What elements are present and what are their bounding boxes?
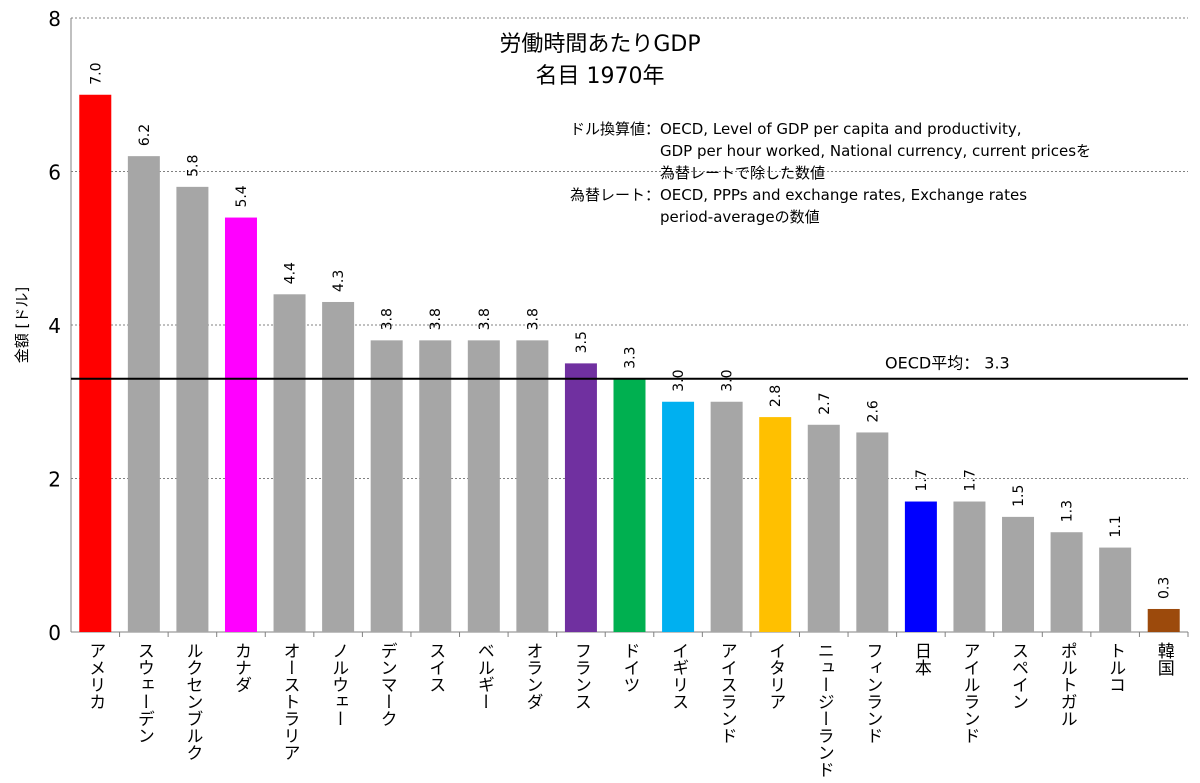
data-label: 3.8 [428,308,444,330]
x-tick-label: ルクセンブルク [182,642,202,761]
x-tick-label: フランス [571,642,591,710]
x-tick-label: イギリス [668,642,688,710]
x-tick-label: スイス [425,642,445,693]
data-label: 3.0 [671,369,687,391]
x-tick-label: デンマーク [377,642,397,727]
bar [1002,516,1035,632]
data-label: 3.5 [574,331,590,353]
bar [419,340,452,632]
bar [564,363,597,632]
x-tick-label: アイルランド [959,642,979,744]
bar [662,401,695,632]
data-label: 1.3 [1060,500,1076,522]
x-tick-label: ポルトガル [1057,642,1077,727]
note-dollar-conversion: ドル換算値：OECD, Level of GDP per capita and … [570,120,1092,182]
bar [807,424,840,632]
bar [759,417,792,632]
data-label: 1.7 [962,469,978,491]
y-tick-label: 0 [48,621,61,645]
bar [1050,532,1083,632]
x-tick-label: ノルウェー [328,642,348,727]
data-label: 5.4 [234,185,250,207]
x-tick-label: ニュージーランド [814,642,834,778]
x-tick-label: イタリア [765,642,785,710]
data-label: 7.0 [88,62,104,84]
bar [273,294,306,632]
bar [613,378,646,632]
data-label: 3.8 [477,308,493,330]
bar [322,301,355,632]
bar [370,340,403,632]
chart-subtitle: 名目 1970年 [535,64,665,89]
x-tick-label: アイスランド [717,642,737,744]
data-label: 1.5 [1011,485,1027,507]
data-label: 3.8 [525,308,541,330]
bar [856,432,889,632]
bar [710,401,743,632]
x-tick-label: スウェーデン [134,642,154,744]
data-label: 2.6 [865,400,881,422]
x-tick-label: アメリカ [85,642,105,710]
data-label: 3.0 [720,369,736,391]
data-label: 1.1 [1108,515,1124,537]
chart-title: 労働時間あたりGDP [499,32,701,57]
y-tick-label: 8 [48,7,61,31]
y-axis-label: 金額 [ドル] [13,287,31,363]
x-tick-label: オランダ [522,642,542,710]
data-label: 2.8 [768,385,784,407]
data-label: 4.3 [331,270,347,292]
data-label: 3.8 [380,308,396,330]
x-tick-label: 日本 [911,642,932,676]
x-tick-label: ドイツ [620,642,640,693]
bar [953,501,986,632]
x-tick-label: トルコ [1105,642,1125,693]
x-tick-label: フィンランド [862,642,882,744]
data-label: 1.7 [914,469,930,491]
y-tick-label: 6 [48,161,61,185]
oecd-average-label: OECD平均： 3.3 [885,354,1010,373]
y-tick-label: 4 [48,314,61,338]
bar [224,217,257,633]
x-tick-label: スペイン [1008,642,1028,710]
bar [1099,547,1132,632]
data-label: 5.8 [185,155,201,177]
data-label: 2.7 [817,393,833,415]
data-label: 6.2 [137,124,153,146]
bar [516,340,549,632]
bar [904,501,937,632]
bar [127,156,160,632]
bar [467,340,500,632]
data-label: 4.4 [283,262,299,284]
bar [79,94,112,632]
bar [1147,608,1180,632]
bar [176,186,209,632]
data-label: 3.3 [623,346,639,368]
note-exchange-rate: 為替レート：OECD, PPPs and exchange rates, Exc… [570,186,1028,226]
data-label: 0.3 [1157,577,1173,599]
x-tick-label: ベルギー [474,642,494,710]
x-tick-label: カナダ [231,642,251,693]
x-tick-label: オーストラリア [280,642,300,761]
x-tick-label: 韓国 [1154,642,1175,676]
y-tick-label: 2 [48,468,61,492]
